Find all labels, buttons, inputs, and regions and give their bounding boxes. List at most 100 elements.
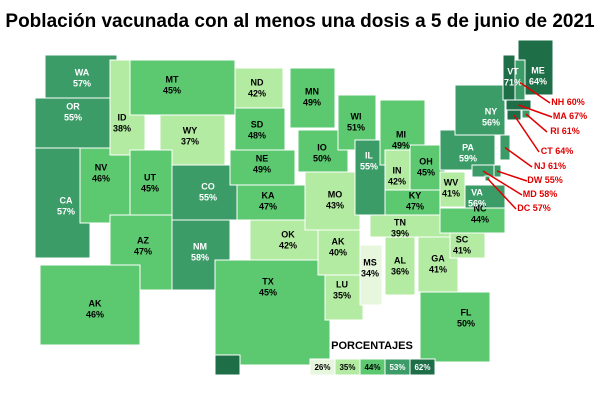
legend-label: 62%: [414, 363, 430, 372]
region-name: WA: [75, 67, 90, 77]
region-name: PA: [462, 142, 474, 152]
region-name: NY: [485, 106, 498, 116]
region-name: NC: [474, 203, 487, 213]
region: [79, 147, 131, 224]
legend-label: 35%: [339, 363, 355, 372]
legend-title: PORCENTAJES: [331, 340, 413, 352]
region-value: 57%: [73, 78, 91, 88]
region-value: 49%: [253, 164, 271, 174]
region-name: VA: [471, 187, 483, 197]
region-name: MT: [166, 74, 179, 84]
region-value: 64%: [529, 76, 547, 86]
region-name: AK: [332, 236, 345, 246]
region: [419, 291, 491, 363]
callout-arrow: [504, 146, 533, 168]
region-value: 45%: [141, 183, 159, 193]
region-value: 55%: [199, 192, 217, 202]
callout-arrow: [519, 81, 551, 104]
region-name: SC: [456, 234, 469, 244]
region-name: SD: [251, 119, 264, 129]
region-label: RI 61%: [550, 126, 580, 136]
region-value: 41%: [453, 245, 471, 255]
region-name: NV: [95, 162, 108, 172]
region-name: NJ: [534, 161, 546, 171]
region-name: WV: [444, 177, 459, 187]
region-label: CT 64%: [541, 146, 574, 156]
region-name: KA: [262, 190, 275, 200]
region-name: DW: [527, 175, 542, 185]
region-name: IL: [365, 150, 374, 160]
region: [454, 84, 506, 136]
region-value: 47%: [406, 201, 424, 211]
region-label: DC 57%: [517, 203, 551, 213]
region-value: 36%: [391, 266, 409, 276]
region-name: MA: [553, 111, 567, 121]
region-name: VT: [507, 66, 519, 76]
legend-label: 53%: [389, 363, 405, 372]
region: [214, 259, 331, 366]
region-value: 47%: [259, 201, 277, 211]
legend-swatch: [409, 358, 436, 376]
region-name: WI: [351, 111, 362, 121]
region-name: WY: [183, 125, 198, 135]
region-name: CT: [541, 146, 553, 156]
region-value: 55%: [64, 112, 82, 122]
region: [34, 97, 111, 149]
region-value: 64%: [555, 146, 573, 156]
region-value: 56%: [482, 117, 500, 127]
region-value: 35%: [333, 290, 351, 300]
region-value: 60%: [567, 97, 585, 107]
region-value: 38%: [113, 123, 131, 133]
callout-arrow: [525, 113, 548, 133]
region: [129, 59, 236, 116]
region: [214, 354, 241, 376]
region-name: MI: [396, 129, 406, 139]
region: [234, 67, 284, 109]
region-name: UT: [144, 172, 156, 182]
region-value: 58%: [539, 189, 557, 199]
region-value: 59%: [459, 153, 477, 163]
region-label: DW 55%: [527, 175, 563, 185]
region-name: FL: [461, 307, 472, 317]
region-value: 55%: [360, 161, 378, 171]
region-value: 61%: [548, 161, 566, 171]
callout-arrow: [496, 170, 528, 182]
callout-arrow: [482, 170, 523, 196]
region-name: MD: [523, 189, 537, 199]
region: [324, 274, 364, 321]
region: [409, 144, 446, 191]
region-name: MS: [363, 257, 377, 267]
region-name: AZ: [137, 235, 149, 245]
region: [229, 149, 296, 186]
region: [44, 54, 118, 101]
region-name: MN: [305, 86, 319, 96]
region-value: 45%: [417, 167, 435, 177]
region-value: 48%: [248, 130, 266, 140]
region-value: 42%: [279, 240, 297, 250]
map-title: Población vacunada con al menos una dosi…: [5, 11, 595, 32]
region-value: 41%: [442, 188, 460, 198]
region-name: ID: [118, 112, 128, 122]
region-value: 49%: [392, 140, 410, 150]
region-value: 45%: [259, 287, 277, 297]
region-name: KY: [409, 190, 422, 200]
region-value: 44%: [471, 214, 489, 224]
region-value: 49%: [303, 97, 321, 107]
legend-label: 44%: [364, 363, 380, 372]
region-value: 40%: [329, 247, 347, 257]
region-label: MD 58%: [523, 189, 558, 199]
region-value: 58%: [191, 252, 209, 262]
region: [129, 149, 173, 216]
callout-arrow: [486, 177, 517, 210]
region-name: NM: [193, 241, 207, 251]
region: [384, 236, 416, 296]
region: [39, 264, 141, 346]
region-label: NJ 61%: [534, 161, 566, 171]
region-name: IO: [317, 142, 327, 152]
callout-arrow: [513, 114, 540, 153]
region: [304, 171, 361, 231]
region: [369, 214, 451, 238]
region-value: 41%: [429, 264, 447, 274]
region-value: 50%: [457, 318, 475, 328]
